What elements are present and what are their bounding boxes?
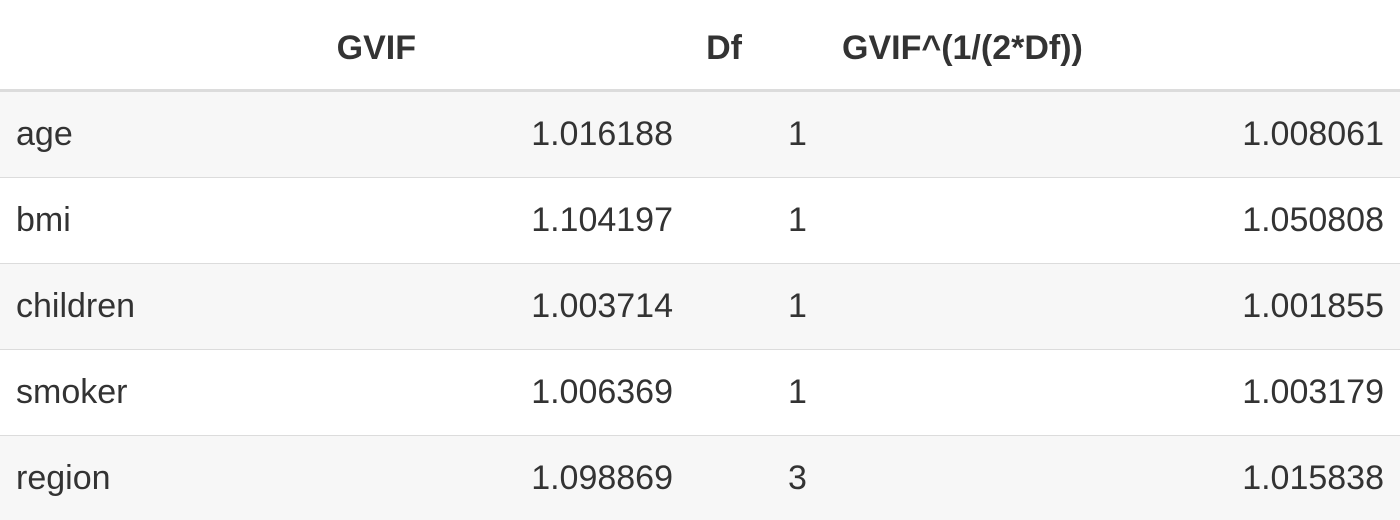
row-label: age [16, 115, 73, 153]
table-header: GVIF Df GVIF^(1/(2*Df)) [0, 0, 1400, 92]
gvif-value: 1.003714 [531, 287, 673, 325]
df-value: 3 [788, 459, 807, 497]
table-row: region 1.098869 3 1.015838 [0, 436, 1400, 520]
header-gvif: GVIF [336, 29, 416, 67]
df-value: 1 [788, 287, 807, 325]
gvif-value: 1.104197 [531, 201, 673, 239]
gvif-value: 1.006369 [531, 373, 673, 411]
header-df: Df [706, 29, 742, 67]
row-label: children [16, 287, 136, 325]
df-value: 1 [788, 201, 807, 239]
df-value: 1 [788, 373, 807, 411]
adjusted-gvif-value: 1.015838 [1242, 459, 1384, 497]
adjusted-gvif-value: 1.003179 [1242, 373, 1384, 411]
adjusted-gvif-value: 1.008061 [1242, 115, 1384, 153]
table-row: children 1.003714 1 1.001855 [0, 264, 1400, 350]
table-row: smoker 1.006369 1 1.003179 [0, 350, 1400, 436]
row-label: bmi [16, 201, 71, 239]
table-row: bmi 1.104197 1 1.050808 [0, 178, 1400, 264]
gvif-value: 1.016188 [531, 115, 673, 153]
header-gvif-adjusted: GVIF^(1/(2*Df)) [842, 29, 1083, 67]
table-row: age 1.016188 1 1.008061 [0, 92, 1400, 178]
row-label: region [16, 459, 111, 497]
gvif-value: 1.098869 [531, 459, 673, 497]
row-label: smoker [16, 373, 128, 411]
df-value: 1 [788, 115, 807, 153]
adjusted-gvif-value: 1.050808 [1242, 201, 1384, 239]
adjusted-gvif-value: 1.001855 [1242, 287, 1384, 325]
